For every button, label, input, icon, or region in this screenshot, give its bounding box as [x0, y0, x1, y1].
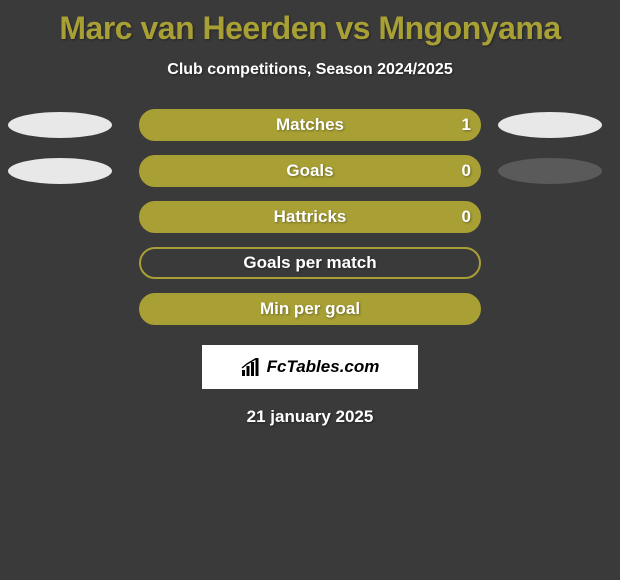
stat-label: Matches — [276, 115, 344, 135]
stat-bar: Goals per match — [139, 247, 481, 279]
ellipse-right-icon — [498, 112, 602, 138]
stat-value-right: 1 — [462, 115, 471, 135]
stat-label: Goals — [286, 161, 333, 181]
bar-chart-icon — [241, 358, 263, 376]
stat-bar: Hattricks 0 — [139, 201, 481, 233]
stat-label: Goals per match — [243, 253, 376, 273]
footer-logo-text: FcTables.com — [267, 357, 380, 377]
stat-bar: Matches 1 — [139, 109, 481, 141]
stat-rows: Matches 1 Goals 0 Hattricks 0 — [0, 109, 620, 325]
stat-value-right: 0 — [462, 161, 471, 181]
stat-label: Min per goal — [260, 299, 360, 319]
ellipse-left-icon — [8, 158, 112, 184]
stat-bar: Goals 0 — [139, 155, 481, 187]
stat-value-right: 0 — [462, 207, 471, 227]
footer-logo: FcTables.com — [202, 345, 418, 389]
date-text: 21 january 2025 — [0, 407, 620, 427]
content-root: Marc van Heerden vs Mngonyama Club compe… — [0, 0, 620, 580]
ellipse-right-icon — [498, 158, 602, 184]
subtitle: Club competitions, Season 2024/2025 — [0, 61, 620, 79]
stat-row-goals: Goals 0 — [0, 155, 620, 187]
page-title: Marc van Heerden vs Mngonyama — [0, 0, 620, 47]
stat-row-hattricks: Hattricks 0 — [0, 201, 620, 233]
stat-label: Hattricks — [274, 207, 347, 227]
stat-row-matches: Matches 1 — [0, 109, 620, 141]
ellipse-left-icon — [8, 112, 112, 138]
stat-bar: Min per goal — [139, 293, 481, 325]
stat-row-min-per-goal: Min per goal — [0, 293, 620, 325]
stat-row-goals-per-match: Goals per match — [0, 247, 620, 279]
